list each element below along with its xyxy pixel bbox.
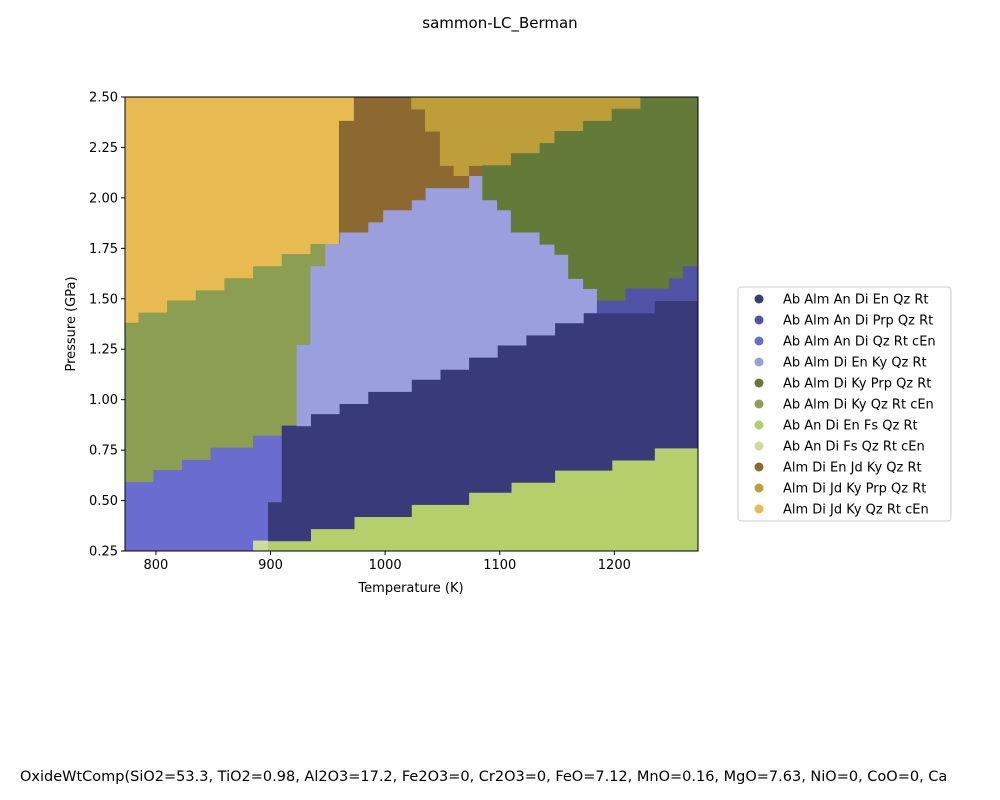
- y-tick-label: 2.25: [89, 141, 118, 156]
- plot-frame: [124, 96, 699, 552]
- y-tick-label: 0.25: [89, 545, 118, 560]
- legend-label: Alm Di Jd Ky Qz Rt cEn: [783, 503, 929, 518]
- legend-marker: [754, 441, 764, 451]
- x-tick-label: 900: [258, 558, 283, 573]
- y-tick-label: 2.00: [89, 191, 118, 206]
- y-tick-label: 1.75: [89, 242, 118, 257]
- legend-label: Ab Alm Di Ky Qz Rt cEn: [783, 398, 934, 413]
- legend-label: Ab Alm An Di Qz Rt cEn: [783, 335, 936, 350]
- legend-marker: [754, 504, 764, 514]
- legend-label: Ab An Di Fs Qz Rt cEn: [783, 440, 925, 455]
- y-axis-label: Pressure (GPa): [64, 276, 79, 371]
- legend-label: Ab Alm Di En Ky Qz Rt: [783, 356, 927, 371]
- x-tick-label: 1200: [598, 558, 631, 573]
- legend-marker: [754, 336, 764, 346]
- x-tick-label: 1100: [483, 558, 516, 573]
- legend-marker: [754, 399, 764, 409]
- composition-footer: OxideWtComp(SiO2=53.3, TiO2=0.98, Al2O3=…: [20, 769, 948, 785]
- legend-marker: [754, 483, 764, 493]
- y-tick-label: 2.50: [89, 91, 118, 106]
- legend-marker: [754, 378, 764, 388]
- legend-label: Ab Alm An Di En Qz Rt: [783, 293, 929, 308]
- legend-label: Alm Di Jd Ky Prp Qz Rt: [783, 482, 926, 497]
- legend-marker: [754, 294, 764, 304]
- legend-marker: [754, 462, 764, 472]
- x-axis-ticks: 800 900 1000 1100 1200: [144, 551, 631, 573]
- legend: Ab Alm An Di En Qz Rt Ab Alm An Di Prp Qz…: [737, 286, 952, 522]
- y-tick-label: 1.50: [89, 292, 118, 307]
- chart-title: sammon-LC_Berman: [422, 14, 577, 33]
- legend-marker: [754, 357, 764, 367]
- x-tick-label: 800: [144, 558, 169, 573]
- y-tick-label: 1.00: [89, 393, 118, 408]
- phase-regions: [124, 96, 699, 552]
- phase-region-10: [596, 266, 699, 314]
- y-axis-ticks: 0.25 0.50 0.75 1.00 1.25 1.50 1.75 2.00 2.25 2.50: [89, 91, 125, 560]
- y-tick-label: 1.25: [89, 343, 118, 358]
- legend-items: Ab Alm An Di En Qz Rt Ab Alm An Di Prp Qz…: [754, 293, 936, 518]
- legend-frame: [737, 286, 952, 522]
- x-axis-label: Temperature (K): [357, 581, 463, 596]
- phase-region-3: [253, 540, 269, 552]
- legend-label: Ab Alm An Di Prp Qz Rt: [783, 314, 933, 329]
- y-tick-label: 0.75: [89, 444, 118, 459]
- legend-marker: [754, 315, 764, 325]
- legend-label: Ab Alm Di Ky Prp Qz Rt: [783, 377, 931, 392]
- x-tick-label: 1000: [369, 558, 402, 573]
- legend-marker: [754, 420, 764, 430]
- legend-label: Alm Di En Jd Ky Qz Rt: [783, 461, 922, 476]
- legend-label: Ab An Di En Fs Qz Rt: [783, 419, 918, 434]
- y-tick-label: 0.50: [89, 494, 118, 509]
